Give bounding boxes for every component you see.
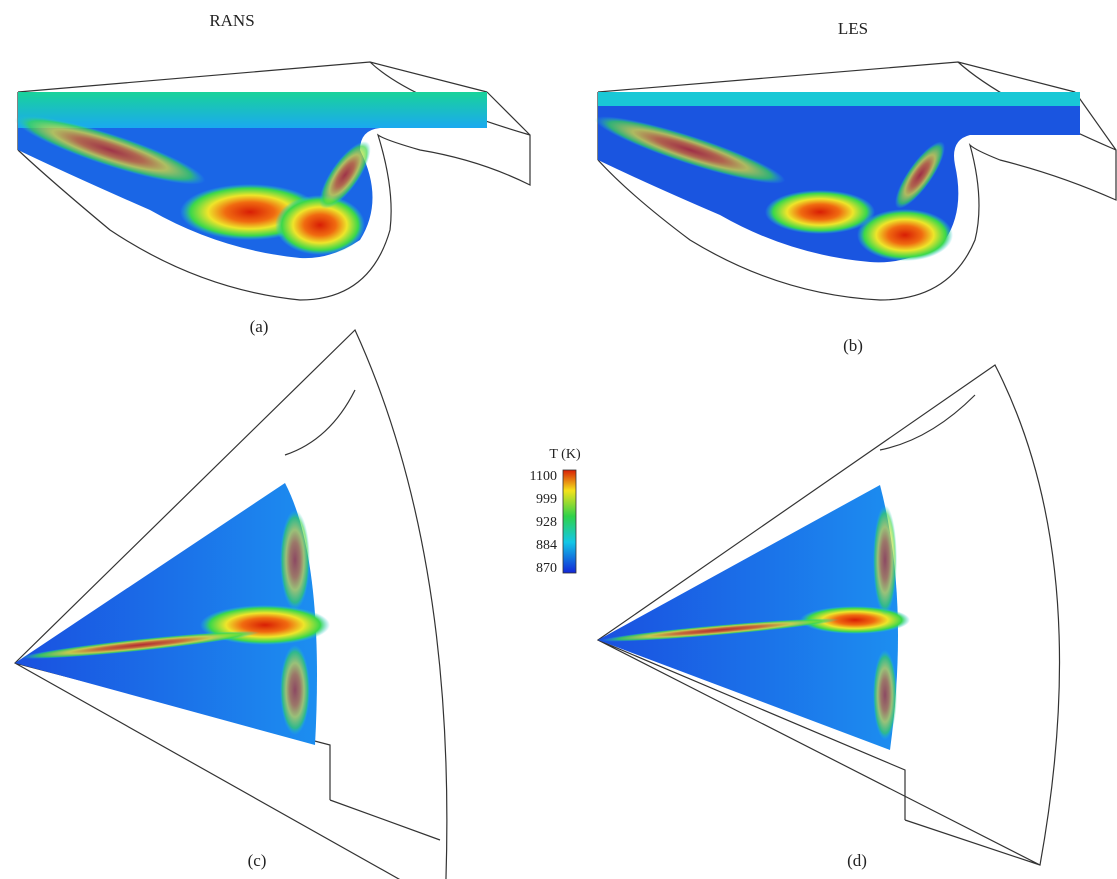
panel-title: LES [838, 19, 868, 38]
warm-streak [873, 505, 897, 615]
colorbar [563, 470, 576, 573]
colorbar-tick-label: 1100 [530, 469, 557, 484]
temperature-band [18, 92, 487, 128]
hot-spot [765, 190, 875, 234]
hot-spot [857, 209, 953, 261]
colorbar-tick-label: 928 [536, 515, 557, 530]
panel-label: (c) [248, 851, 267, 870]
panel-d [598, 365, 1060, 865]
temperature-band [598, 92, 1080, 106]
panel-title: RANS [209, 11, 254, 30]
colorbar-tick-label: 870 [536, 561, 557, 576]
temperature-field [598, 92, 1080, 262]
panel-a [10, 62, 530, 300]
colorbar-tick-label: 999 [536, 492, 557, 507]
figure: T (K) 1100999928884870 RANS LES (a) (b) … [0, 0, 1117, 879]
warm-streak [280, 510, 310, 610]
colorbar-ticks: 1100 999 928 884 870 [530, 469, 557, 576]
warm-streak [873, 650, 897, 740]
panel-b [591, 62, 1116, 300]
panel-label: (d) [847, 851, 867, 870]
panel-label: (b) [843, 336, 863, 355]
colorbar-title: T (K) [549, 447, 581, 462]
panel-c [15, 330, 447, 879]
panel-label: (a) [250, 317, 269, 336]
colorbar-tick-label: 884 [536, 538, 557, 553]
warm-streak [280, 645, 310, 735]
